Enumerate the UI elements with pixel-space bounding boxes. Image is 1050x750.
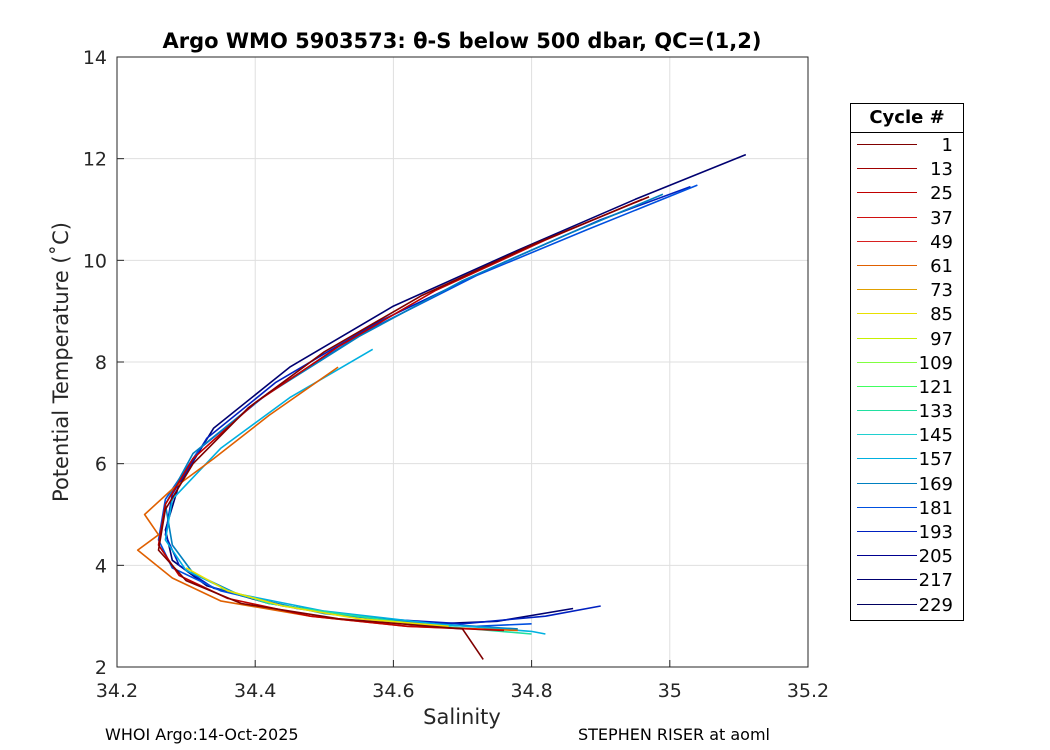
legend-label: 49 [930,231,953,253]
legend-entry: 49 [851,230,963,254]
legend-label: 97 [930,328,953,350]
legend-label: 25 [930,183,953,205]
legend-entry: 73 [851,278,963,302]
profile-line-7 [185,567,449,628]
legend-entry: 229 [851,593,963,617]
legend: Cycle # 1 13 25 37 49 61 73 85 97 109 121 133 145 157… [850,103,964,621]
legend-entry: 37 [851,206,963,230]
footer-source: WHOI Argo:14-Oct-2025 [105,725,299,744]
legend-label: 145 [918,425,953,447]
legend-label: 73 [930,280,953,302]
x-axis-label: Salinity [423,705,501,729]
legend-label: 121 [918,376,953,398]
legend-label: 193 [918,522,953,543]
legend-entry: 13 [851,157,963,181]
legend-entry: 1 [851,133,963,157]
legend-label: 37 [930,207,953,229]
legend-entry: 121 [851,375,963,399]
y-tick-label: 6 [95,454,107,476]
profile-line-10 [157,196,650,660]
legend-swatch [857,337,917,339]
legend-entries: 1 13 25 37 49 61 73 85 97 109 121 133 145 157 169 181 19… [851,133,963,617]
legend-label: 85 [930,304,953,326]
legend-swatch [857,506,917,508]
legend-swatch [857,410,917,412]
profile-line-6 [220,587,532,635]
legend-entry: 157 [851,447,963,471]
legend-label: 229 [918,594,953,616]
legend-entry: 97 [851,327,963,351]
legend-swatch [857,434,917,436]
legend-entry: 169 [851,472,963,496]
legend-entry: 205 [851,544,963,568]
legend-label: 61 [930,255,953,277]
x-tick-label: 35 [658,680,682,702]
y-tick-label: 2 [95,657,107,679]
profile-line-9 [157,198,643,632]
y-tick-label: 8 [95,352,107,374]
legend-entry: 109 [851,351,963,375]
x-tick-label: 34.8 [510,680,552,702]
legend-swatch [857,168,917,170]
y-tick-label: 12 [83,149,107,171]
legend-swatch [857,458,917,460]
x-tick-label: 35.2 [787,680,829,702]
legend-label: 217 [918,570,953,592]
legend-entry: 85 [851,302,963,326]
footer-credit: STEPHEN RISER at aoml [578,725,770,744]
x-tick-label: 34.2 [96,680,138,702]
legend-swatch [857,264,917,266]
legend-label: 13 [930,159,953,181]
legend-swatch [857,385,917,387]
legend-swatch [857,579,917,581]
profile-line-5 [164,348,546,635]
legend-swatch [857,289,917,291]
legend-swatch [857,531,917,532]
x-axis: 34.2 34.4 34.6 34.8 35 35.2 [96,660,829,702]
legend-entry: 193 [851,520,963,544]
y-tick-label: 14 [83,47,107,69]
legend-title: Cycle # [851,104,963,133]
y-axis-label: Potential Temperature (˚C) [49,222,73,502]
legend-swatch [857,603,917,605]
legend-entry: 217 [851,568,963,592]
legend-label: 205 [918,546,953,568]
legend-label: 157 [918,449,953,471]
legend-swatch [857,192,917,194]
legend-swatch [857,482,917,484]
x-tick-label: 34.6 [372,680,414,702]
legend-swatch [857,361,917,363]
legend-swatch [857,240,917,242]
y-tick-label: 4 [95,555,107,577]
legend-entry: 133 [851,399,963,423]
y-tick-label: 10 [83,250,107,272]
legend-entry: 25 [851,181,963,205]
legend-label: 169 [918,473,953,495]
x-tick-label: 34.4 [234,680,276,702]
legend-swatch [857,555,917,557]
legend-label: 133 [918,401,953,423]
legend-swatch [857,216,917,218]
legend-label: 1 [941,135,953,156]
legend-label: 109 [918,352,953,374]
legend-swatch [857,313,917,315]
legend-swatch [857,144,917,145]
legend-entry: 181 [851,496,963,520]
legend-entry: 61 [851,254,963,278]
y-axis: 2 4 6 8 10 12 14 [83,47,124,679]
series-group [136,153,747,660]
chart-title: Argo WMO 5903573: θ-S below 500 dbar, QC… [163,29,762,53]
legend-label: 181 [918,497,953,519]
legend-entry: 145 [851,423,963,447]
